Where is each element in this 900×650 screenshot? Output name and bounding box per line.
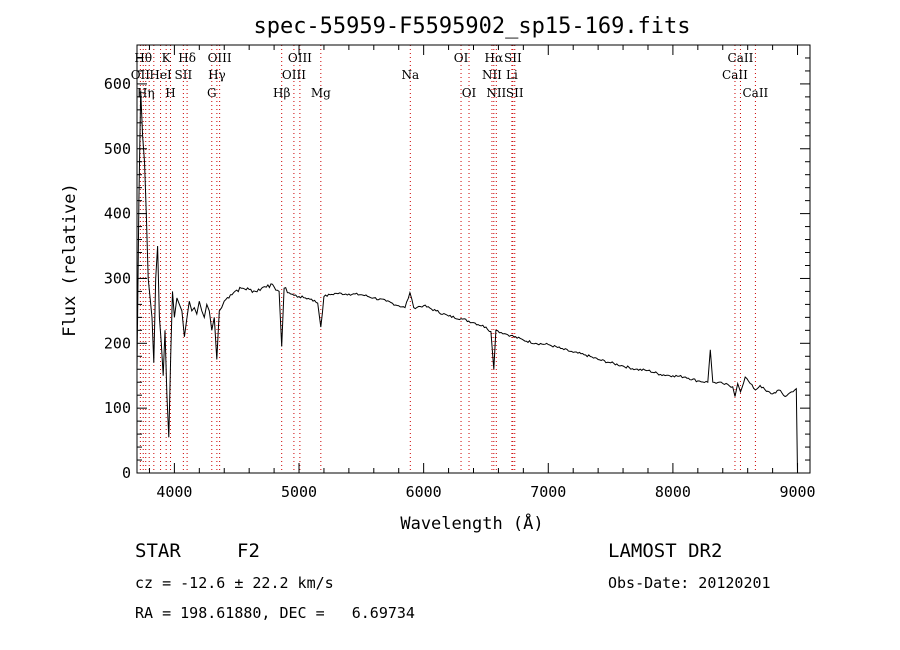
- object-class: STAR: [135, 540, 181, 562]
- spectral-line-label: Hθ: [134, 51, 152, 65]
- y-tick-label: 300: [104, 269, 131, 287]
- spectral-line-label: OI: [462, 86, 477, 100]
- spectral-line-label: CaII: [728, 51, 754, 65]
- x-tick-label: 4000: [156, 483, 192, 501]
- spectral-line-label: OIII: [208, 51, 232, 65]
- spectral-line-label: OII: [131, 68, 151, 82]
- spectral-line-labels: OIIHθHηHeIKHSIIHδGHγOIIIHβOIIIOIIIMgNaOI…: [131, 51, 769, 100]
- y-axis-label: Flux (relative): [60, 183, 80, 337]
- x-tick-label: 7000: [530, 483, 566, 501]
- observation-date: Obs-Date: 20120201: [608, 574, 771, 592]
- x-tick-label: 6000: [406, 483, 442, 501]
- y-axis: 0 100 200 300 400 500 600: [104, 44, 810, 482]
- spectral-line-label: NII: [486, 86, 506, 100]
- spectral-line-label: Hδ: [178, 51, 196, 65]
- spectral-line-markers: [139, 45, 756, 473]
- spectral-line-label: OIII: [288, 51, 312, 65]
- spectral-line-label: Hα: [485, 51, 504, 65]
- y-tick-label: 400: [104, 205, 131, 223]
- spectral-line-label: K: [162, 51, 172, 65]
- spectrum-line: [136, 90, 798, 474]
- y-tick-label: 100: [104, 399, 131, 417]
- y-tick-label: 500: [104, 140, 131, 158]
- chart-title: spec-55959-F5595902_sp15-169.fits: [253, 14, 690, 39]
- y-tick-label: 600: [104, 75, 131, 93]
- x-tick-label: 9000: [779, 483, 815, 501]
- spectral-line-label: SII: [506, 86, 524, 100]
- x-tick-label: 5000: [281, 483, 317, 501]
- coordinates: RA = 198.61880, DEC = 6.69734: [135, 604, 415, 622]
- x-axis-label: Wavelength (Å): [400, 512, 543, 534]
- spectral-line-label: Mg: [311, 86, 331, 100]
- spectral-line-label: Hβ: [273, 86, 290, 100]
- object-subclass: F2: [237, 540, 260, 562]
- y-tick-label: 200: [104, 334, 131, 352]
- spectral-line-label: Hγ: [208, 68, 226, 82]
- x-axis: 4000 5000 6000 7000 8000 9000: [148, 45, 816, 501]
- spectral-line-label: H: [165, 86, 175, 100]
- radial-velocity: cz = -12.6 ± 22.2 km/s: [135, 574, 334, 592]
- y-tick-label: 0: [122, 464, 131, 482]
- spectral-line-label: Li: [506, 68, 518, 82]
- spectral-line-label: Na: [401, 68, 419, 82]
- spectral-line-label: OI: [454, 51, 469, 65]
- spectral-line-label: SII: [504, 51, 522, 65]
- spectral-line-label: SII: [175, 68, 193, 82]
- spectral-line-label: NII: [482, 68, 502, 82]
- spectral-line-label: G: [207, 86, 217, 100]
- spectral-line-label: CaII: [742, 86, 768, 100]
- spectral-line-label: Hη: [137, 86, 155, 100]
- plot-frame: [136, 44, 811, 474]
- spectral-line-label: CaII: [722, 68, 748, 82]
- spectral-line-label: HeI: [149, 68, 172, 82]
- survey-name: LAMOST DR2: [608, 540, 723, 562]
- x-tick-label: 8000: [655, 483, 691, 501]
- spectral-line-label: OIII: [282, 68, 306, 82]
